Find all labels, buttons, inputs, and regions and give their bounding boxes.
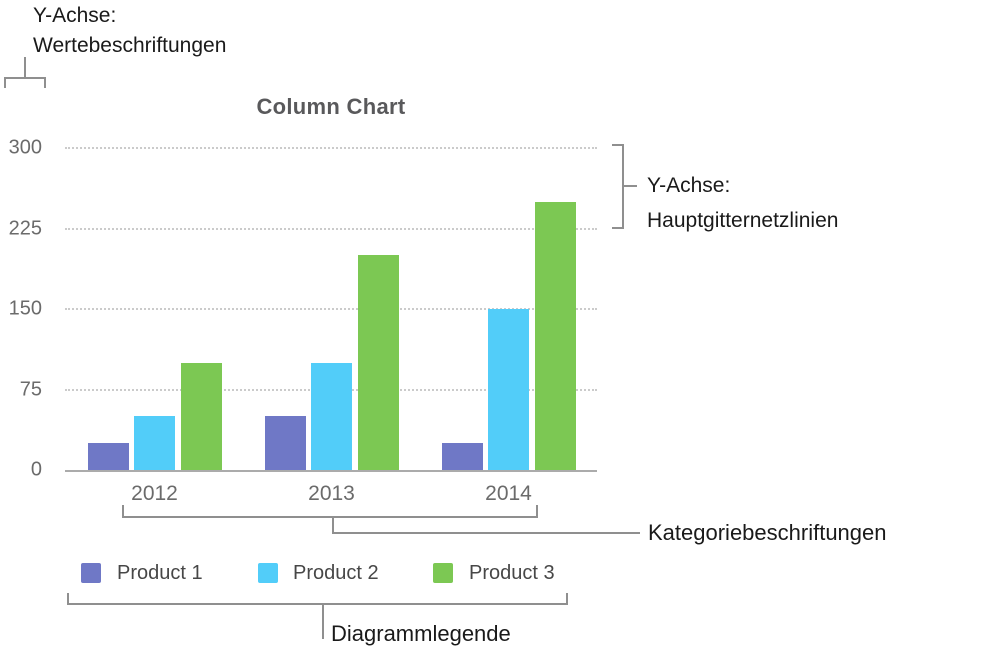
bracket-categories-stem	[332, 516, 334, 534]
y-axis-label-0: 0	[30, 458, 42, 481]
callout-value-labels-line1: Y-Achse:	[33, 4, 117, 27]
gridline-150	[65, 308, 597, 310]
bar-2014-product-1	[441, 443, 483, 470]
legend-swatch-product-3	[433, 563, 453, 583]
legend-label-product-3: Product 3	[469, 562, 555, 584]
bracket-value-labels-stem	[24, 57, 26, 78]
bar-2013-product-1	[264, 416, 306, 470]
y-axis-label-300: 300	[8, 136, 42, 159]
callout-category-labels: Kategoriebeschriftungen	[648, 520, 887, 545]
callout-gridlines-line1: Y-Achse:	[647, 174, 731, 197]
legend-swatch-product-2	[258, 563, 278, 583]
chart-title: Column Chart	[256, 94, 406, 119]
bracket-categories	[122, 505, 538, 518]
legend-swatch-product-1	[81, 563, 101, 583]
callout-value-labels: Y-Achse: Wertebeschriftungen	[33, 1, 226, 61]
gridline-225	[65, 227, 597, 230]
bar-2014-product-3	[534, 202, 576, 470]
callout-value-labels-line2: Wertebeschriftungen	[33, 34, 227, 57]
bar-2012-product-2	[134, 416, 175, 470]
category-label-2014: 2014	[485, 482, 532, 505]
legend-label-product-1: Product 1	[117, 562, 203, 584]
bracket-legend	[67, 593, 568, 605]
bracket-gridlines	[612, 144, 624, 229]
bar-2013-product-3	[357, 255, 399, 470]
bracket-legend-stem	[322, 603, 324, 639]
callout-gridlines-line2: Hauptgitternetzlinien	[647, 209, 839, 232]
bar-2012-product-1	[87, 443, 129, 470]
y-axis-label-75: 75	[19, 378, 42, 400]
bracket-value-labels	[4, 77, 46, 88]
y-axis-label-150: 150	[8, 297, 42, 320]
bar-2013-product-2	[311, 363, 352, 470]
category-label-2013: 2013	[308, 482, 355, 505]
y-axis-label-225: 225	[8, 217, 42, 239]
callout-chart-legend: Diagrammlegende	[331, 621, 511, 646]
category-label-2012: 2012	[131, 482, 178, 505]
bracket-categories-connector	[332, 532, 640, 534]
bar-2014-product-2	[488, 309, 529, 470]
callout-gridlines: Y-Achse: Hauptgitternetzlinien	[647, 168, 838, 238]
legend-label-product-2: Product 2	[293, 562, 379, 584]
gridline-300	[65, 147, 597, 149]
x-axis-line	[65, 470, 597, 472]
bar-2012-product-3	[180, 363, 222, 470]
bracket-gridlines-tick	[624, 185, 637, 187]
